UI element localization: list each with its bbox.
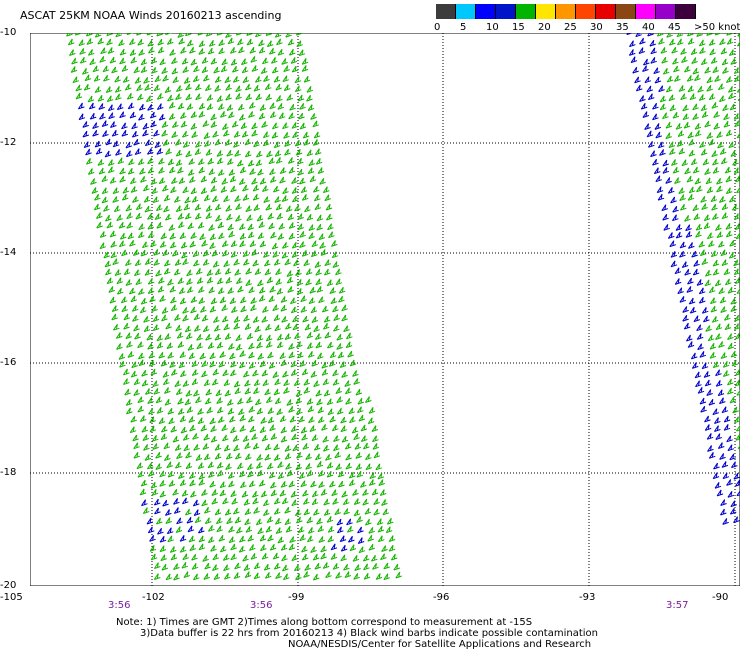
colorbar-label: 35 <box>616 22 629 33</box>
colorbar-label: 0 <box>434 22 441 33</box>
colorbar-label: 40 <box>642 22 655 33</box>
pass-time-label: 3:56 <box>250 600 273 611</box>
green-wind-barbs <box>66 33 740 581</box>
longitude-label: -96 <box>433 592 450 603</box>
colorbar-swatch <box>636 4 656 19</box>
note-line-3: NOAA/NESDIS/Center for Satellite Applica… <box>288 639 592 650</box>
wind-map <box>30 33 740 586</box>
pass-time-label: 3:57 <box>666 600 689 611</box>
colorbar-label: 25 <box>564 22 577 33</box>
longitude-label: -90 <box>712 592 729 603</box>
latitude-label: -14 <box>0 247 17 258</box>
colorbar-swatch <box>596 4 616 19</box>
colorbar-label: 30 <box>590 22 603 33</box>
latitude-label: -12 <box>0 137 17 148</box>
colorbar-swatch <box>676 4 696 19</box>
colorbar-label: >50 knots <box>694 22 740 33</box>
colorbar-swatch <box>516 4 536 19</box>
latitude-label: -10 <box>0 27 17 38</box>
colorbar-label: 10 <box>486 22 499 33</box>
longitude-label: -93 <box>579 592 596 603</box>
colorbar-swatch <box>536 4 556 19</box>
latitude-label: -20 <box>0 580 17 591</box>
longitude-label: -105 <box>0 592 23 603</box>
colorbar-label: 15 <box>512 22 525 33</box>
colorbar-swatch <box>436 4 456 19</box>
note-line-1: Note: 1) Times are GMT 2)Times along bot… <box>116 617 533 628</box>
colorbar-swatch <box>616 4 636 19</box>
colorbar-label: 20 <box>538 22 551 33</box>
wind-barbs <box>66 33 740 581</box>
map-title: ASCAT 25KM NOAA Winds 20160213 ascending <box>20 9 282 22</box>
colorbar-swatch <box>576 4 596 19</box>
longitude-label: -102 <box>142 592 165 603</box>
colorbar-swatch <box>556 4 576 19</box>
blue-wind-barbs <box>77 33 740 552</box>
note-line-2: 3)Data buffer is 22 hrs from 20160213 4)… <box>140 628 598 639</box>
pass-time-label: 3:56 <box>108 600 131 611</box>
graticule <box>30 33 740 586</box>
colorbar-label: 45 <box>668 22 681 33</box>
longitude-label: -99 <box>288 592 305 603</box>
colorbar-swatch <box>656 4 676 19</box>
colorbar-swatch <box>476 4 496 19</box>
colorbar-swatch <box>456 4 476 19</box>
latitude-label: -18 <box>0 467 17 478</box>
latitude-label: -16 <box>0 357 17 368</box>
colorbar-swatch <box>496 4 516 19</box>
colorbar-label: 5 <box>460 22 467 33</box>
